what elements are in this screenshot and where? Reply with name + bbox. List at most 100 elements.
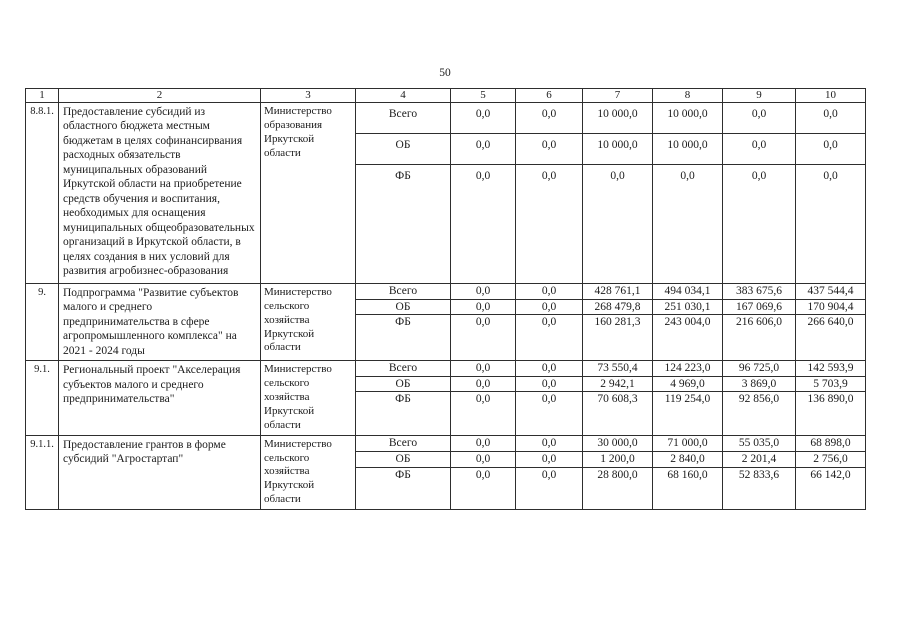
cell-value: 266 640,0 [795, 314, 866, 362]
cell-title: Предоставление грантов в форме субсидий … [58, 434, 261, 511]
cell-value: 124 223,0 [652, 360, 723, 377]
cell-value: 243 004,0 [652, 314, 723, 362]
cell-value: 71 000,0 [652, 434, 723, 453]
cell-budget-level: ОБ [355, 375, 451, 393]
cell-budget-level: ФБ [355, 467, 451, 511]
cell-executor: Министерство сельского хозяйства Иркутск… [260, 360, 356, 436]
header-col-3: 3 [260, 88, 356, 103]
cell-value: 10 000,0 [652, 102, 723, 134]
table-row: 9.1.1. Предоставление грантов в форме су… [25, 434, 866, 511]
cell-value: 73 550,4 [582, 360, 653, 377]
cell-executor: Министерство образования Иркутской облас… [260, 102, 356, 284]
header-col-8: 8 [652, 88, 723, 103]
cell-value: 0,0 [450, 434, 516, 453]
cell-value: 0,0 [722, 133, 796, 165]
cell-value: 68 160,0 [652, 467, 723, 511]
cell-value: 1 200,0 [582, 451, 653, 469]
table-header-row: 1 2 3 4 5 6 7 8 9 10 [25, 88, 866, 103]
cell-title: Подпрограмма "Развитие субъектов малого … [58, 282, 261, 362]
cell-value: 0,0 [450, 314, 516, 362]
cell-budget-level: ОБ [355, 298, 451, 316]
cell-value: 0,0 [450, 375, 516, 393]
cell-value: 0,0 [722, 164, 796, 284]
cell-value: 0,0 [795, 164, 866, 284]
cell-value: 2 756,0 [795, 451, 866, 469]
cell-value: 0,0 [515, 314, 583, 362]
cell-row-number: 9.1. [25, 360, 59, 436]
cell-budget-level: ОБ [355, 133, 451, 165]
table-row: ОБ 0,0 0,0 10 000,0 10 000,0 0,0 0,0 [26, 133, 866, 165]
table-row: ОБ 0,0 0,0 268 479,8 251 030,1 167 069,6… [26, 298, 866, 316]
cell-value: 268 479,8 [582, 298, 653, 316]
cell-value: 5 703,9 [795, 375, 866, 393]
table-row: 9. Подпрограмма "Развитие субъектов мало… [25, 282, 866, 362]
header-col-6: 6 [515, 88, 583, 103]
header-col-4: 4 [355, 88, 451, 103]
table-row: 8.8.1. Предоставление субсидий из област… [25, 102, 866, 284]
cell-budget-level: ФБ [355, 164, 451, 284]
cell-value: 383 675,6 [722, 283, 796, 300]
cell-value: 3 869,0 [722, 375, 796, 393]
cell-value: 2 942,1 [582, 375, 653, 393]
cell-budget-level: Всего [355, 360, 451, 377]
cell-value: 66 142,0 [795, 467, 866, 511]
cell-value: 0,0 [515, 360, 583, 377]
cell-value: 0,0 [795, 102, 866, 134]
cell-budget-level: ФБ [355, 391, 451, 436]
cell-value: 0,0 [450, 391, 516, 436]
cell-value: 0,0 [795, 133, 866, 165]
cell-value: 0,0 [582, 164, 653, 284]
cell-value: 96 725,0 [722, 360, 796, 377]
cell-value: 494 034,1 [652, 283, 723, 300]
cell-budget-level: Всего [355, 102, 451, 134]
cell-value: 30 000,0 [582, 434, 653, 453]
table-row: ФБ 0,0 0,0 160 281,3 243 004,0 216 606,0… [26, 314, 866, 362]
header-col-2: 2 [58, 88, 261, 103]
cell-value: 0,0 [450, 298, 516, 316]
cell-value: 55 035,0 [722, 434, 796, 453]
cell-value: 0,0 [515, 451, 583, 469]
cell-value: 0,0 [722, 102, 796, 134]
page-number: 50 [439, 67, 451, 79]
cell-value: 68 898,0 [795, 434, 866, 453]
cell-value: 0,0 [515, 102, 583, 134]
table-row: ОБ 0,0 0,0 2 942,1 4 969,0 3 869,0 5 703… [26, 375, 866, 393]
cell-value: 142 593,9 [795, 360, 866, 377]
cell-value: 170 904,4 [795, 298, 866, 316]
header-col-1: 1 [25, 88, 59, 103]
cell-row-number: 9. [25, 282, 59, 362]
header-col-5: 5 [450, 88, 516, 103]
cell-value: 0,0 [515, 133, 583, 165]
cell-value: 2 840,0 [652, 451, 723, 469]
cell-value: 0,0 [450, 467, 516, 511]
cell-value: 160 281,3 [582, 314, 653, 362]
cell-value: 216 606,0 [722, 314, 796, 362]
cell-budget-level: ФБ [355, 314, 451, 362]
table-row: ФБ 0,0 0,0 70 608,3 119 254,0 92 856,0 1… [26, 391, 866, 436]
cell-value: 0,0 [450, 164, 516, 284]
cell-value: 0,0 [450, 451, 516, 469]
cell-value: 70 608,3 [582, 391, 653, 436]
cell-budget-level: ОБ [355, 451, 451, 469]
cell-value: 167 069,6 [722, 298, 796, 316]
cell-title: Региональный проект "Акселерация субъект… [58, 360, 261, 436]
cell-budget-level: Всего [355, 434, 451, 453]
cell-row-number: 8.8.1. [25, 102, 59, 284]
cell-value: 52 833,6 [722, 467, 796, 511]
cell-budget-level: Всего [355, 283, 451, 300]
cell-value: 0,0 [450, 133, 516, 165]
cell-value: 0,0 [450, 283, 516, 300]
cell-value: 0,0 [515, 391, 583, 436]
cell-value: 437 544,4 [795, 283, 866, 300]
cell-value: 2 201,4 [722, 451, 796, 469]
cell-value: 28 800,0 [582, 467, 653, 511]
header-col-10: 10 [795, 88, 866, 103]
cell-value: 0,0 [515, 298, 583, 316]
cell-value: 251 030,1 [652, 298, 723, 316]
table-row: ФБ 0,0 0,0 28 800,0 68 160,0 52 833,6 66… [26, 467, 866, 511]
header-col-9: 9 [722, 88, 796, 103]
cell-value: 0,0 [450, 102, 516, 134]
header-col-7: 7 [582, 88, 653, 103]
cell-value: 10 000,0 [582, 133, 653, 165]
cell-value: 10 000,0 [582, 102, 653, 134]
